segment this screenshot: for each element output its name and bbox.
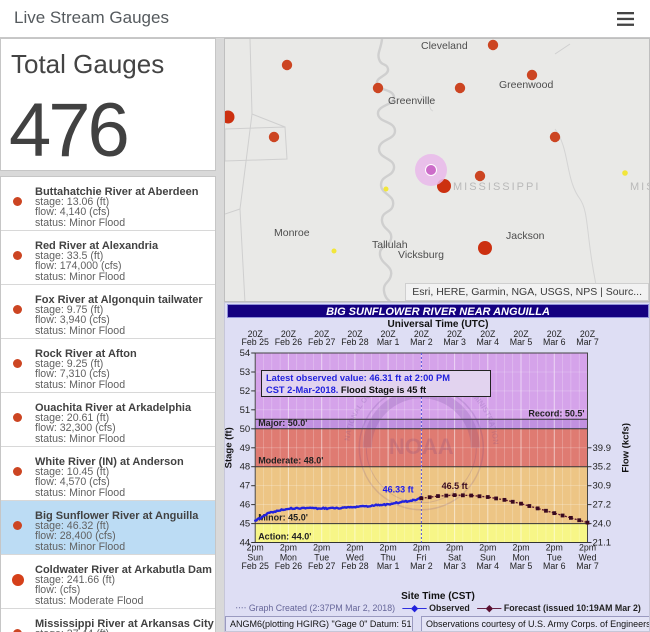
svg-text:Action: 44.0': Action: 44.0' [258,532,311,542]
svg-text:47: 47 [240,481,251,492]
svg-text:2pm: 2pm [313,543,330,553]
svg-text:50: 50 [240,424,251,435]
svg-text:Mar 6: Mar 6 [543,337,566,347]
svg-text:Mar 5: Mar 5 [510,337,533,347]
svg-text:2pm: 2pm [512,543,529,553]
svg-text:MISSISSIPPI: MISSISSIPPI [453,181,540,193]
svg-text:Moderate: 48.0': Moderate: 48.0' [258,456,323,466]
svg-text:Cleveland: Cleveland [421,40,468,52]
svg-text:53: 53 [240,367,251,378]
svg-text:Record: 50.5': Record: 50.5' [528,408,584,418]
svg-text:Feb 28: Feb 28 [341,337,368,347]
svg-text:24.0: 24.0 [593,519,612,530]
svg-text:Mar 5: Mar 5 [510,561,533,571]
svg-text:Flow (kcfs): Flow (kcfs) [621,423,632,473]
svg-text:Mar 2: Mar 2 [410,561,433,571]
svg-text:2pm: 2pm [479,543,496,553]
svg-text:30.9: 30.9 [593,481,612,492]
svg-text:Monroe: Monroe [274,227,310,239]
svg-text:MISSISS: MISSISS [630,181,650,193]
svg-text:45: 45 [240,519,251,530]
svg-text:2pm: 2pm [380,543,397,553]
svg-text:2pm: 2pm [280,543,297,553]
svg-text:2pm: 2pm [579,543,596,553]
svg-text:Mar 2: Mar 2 [410,337,433,347]
svg-text:Feb 26: Feb 26 [275,337,302,347]
svg-text:48: 48 [240,462,251,473]
svg-text:39.9: 39.9 [593,443,612,454]
svg-text:52: 52 [240,386,251,397]
svg-text:Feb 28: Feb 28 [341,561,368,571]
svg-text:Mar 7: Mar 7 [576,561,599,571]
svg-text:2pm: 2pm [346,543,363,553]
svg-text:Vicksburg: Vicksburg [398,249,444,261]
svg-text:2pm: 2pm [413,543,430,553]
svg-text:Greenville: Greenville [388,95,435,107]
svg-text:2pm: 2pm [446,543,463,553]
svg-text:Major: 50.0': Major: 50.0' [258,418,307,428]
svg-text:Mar 4: Mar 4 [477,561,500,571]
svg-text:Mar 1: Mar 1 [377,561,400,571]
svg-text:46.5 ft: 46.5 ft [442,481,468,491]
svg-text:2pm: 2pm [546,543,563,553]
svg-text:Mar 3: Mar 3 [443,561,466,571]
svg-text:Stage (ft): Stage (ft) [225,427,235,468]
svg-text:NOAA: NOAA [389,434,454,459]
svg-text:2pm: 2pm [247,543,264,553]
svg-text:46.33 ft: 46.33 ft [383,484,414,494]
svg-text:Mar 1: Mar 1 [377,337,400,347]
svg-text:Greenwood: Greenwood [499,79,553,91]
svg-text:Mar 7: Mar 7 [576,337,599,347]
svg-text:Mar 3: Mar 3 [443,337,466,347]
svg-text:Feb 25: Feb 25 [242,561,269,571]
svg-text:54: 54 [240,348,251,359]
svg-text:27.2: 27.2 [593,500,612,511]
svg-text:49: 49 [240,443,251,454]
svg-text:Feb 27: Feb 27 [308,561,335,571]
svg-text:35.2: 35.2 [593,462,612,473]
svg-text:Feb 27: Feb 27 [308,337,335,347]
svg-text:Feb 26: Feb 26 [275,561,302,571]
svg-text:Jackson: Jackson [506,230,545,242]
svg-text:Feb 25: Feb 25 [242,337,269,347]
svg-text:51: 51 [240,405,251,416]
svg-text:46: 46 [240,500,251,511]
svg-text:Mar 4: Mar 4 [477,337,500,347]
svg-text:Mar 6: Mar 6 [543,561,566,571]
